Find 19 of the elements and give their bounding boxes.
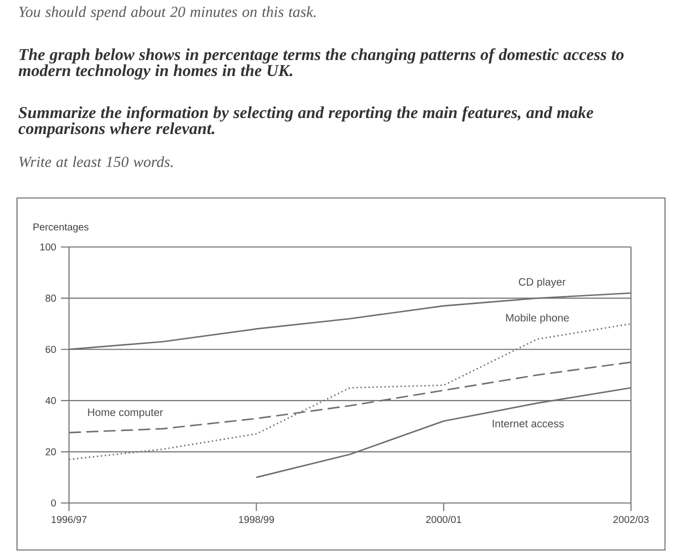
y-tick-label: 40 bbox=[45, 397, 56, 404]
series-label: CD player bbox=[518, 278, 566, 288]
x-tick-label: 1998/99 bbox=[239, 516, 274, 524]
text: You should spend about 20 minutes on this task. bbox=[19, 6, 316, 20]
x-tick-label: 2002/03 bbox=[613, 516, 649, 524]
x-tick-label: 1996/97 bbox=[52, 516, 87, 524]
y-axis-title: Percentages bbox=[34, 224, 88, 232]
chart-title: The graph below shows in percentage terms the changing patterns of domestic access to modern technology in homes in the UK. bbox=[18, 48, 624, 80]
series-label: Mobile phone bbox=[506, 314, 569, 324]
series-label: Internet access bbox=[492, 420, 564, 428]
y-tick-label: 100 bbox=[40, 243, 56, 251]
x-tick-label: 2000/01 bbox=[426, 516, 462, 524]
text: Summarize the information by selecting and reporting the main features, and make comparisons where relevant. bbox=[18, 106, 594, 138]
y-tick-label: 20 bbox=[46, 448, 56, 456]
y-tick-label: 80 bbox=[46, 294, 56, 302]
series-label: Home computer bbox=[88, 408, 163, 418]
y-tick-label: 60 bbox=[46, 346, 56, 353]
text: Write at least 150 words. bbox=[19, 156, 173, 168]
y-tick-label: 0 bbox=[51, 499, 56, 507]
